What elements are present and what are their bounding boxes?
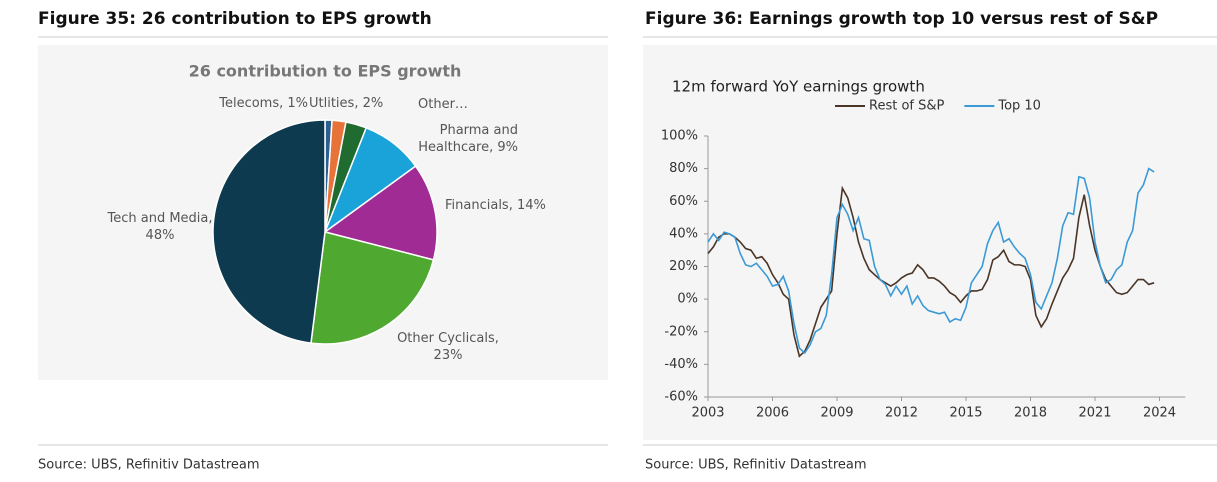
x-tick-label: 2021	[1078, 406, 1111, 421]
slice-label: Pharma and Healthcare, 9%	[418, 123, 518, 155]
chart-title: 12m forward YoY earnings growth	[672, 78, 925, 96]
y-tick-label: 40%	[669, 226, 698, 241]
x-tick-label: 2018	[1014, 406, 1047, 421]
pie-slice	[212, 119, 326, 344]
slice-label: Other Cyclicals, 23%	[397, 331, 499, 363]
slice-label: Utlities, 2%	[309, 96, 384, 111]
series-line	[707, 167, 1155, 355]
slice-label: Telecoms, 1%	[219, 96, 308, 111]
slice-label: Tech and Media, 48%	[107, 211, 213, 243]
slice-label: Other…	[418, 97, 468, 112]
line-panel	[643, 45, 1217, 440]
legend-label: Top 10	[997, 99, 1041, 114]
y-tick-label: 60%	[669, 194, 698, 209]
source: Source: UBS, Refinitiv Datastream	[645, 458, 867, 473]
x-tick-label: 2003	[691, 406, 724, 421]
x-tick-label: 2015	[949, 406, 982, 421]
y-tick-label: 100%	[661, 129, 698, 144]
y-tick-label: -40%	[664, 357, 698, 372]
source: Source: UBS, Refinitiv Datastream	[38, 458, 260, 473]
y-tick-label: 20%	[669, 259, 698, 274]
legend-label: Rest of S&P	[869, 99, 945, 114]
x-tick-label: 2012	[885, 406, 918, 421]
y-tick-label: -20%	[664, 324, 698, 339]
y-tick-label: 0%	[677, 292, 698, 307]
x-tick-label: 2009	[820, 406, 853, 421]
chart-title: 26 contribution to EPS growth	[189, 62, 462, 81]
figure-heading: Figure 35: 26 contribution to EPS growth	[38, 9, 432, 29]
pie-slice	[323, 165, 438, 261]
x-tick-label: 2006	[756, 406, 789, 421]
series-line	[707, 185, 1155, 358]
pie-slice	[310, 231, 435, 345]
figure-heading: Figure 36: Earnings growth top 10 versus…	[645, 9, 1158, 29]
y-tick-label: 80%	[669, 161, 698, 176]
slice-label: Financials, 14%	[445, 198, 546, 213]
x-tick-label: 2024	[1143, 406, 1176, 421]
y-tick-label: -60%	[664, 390, 698, 405]
